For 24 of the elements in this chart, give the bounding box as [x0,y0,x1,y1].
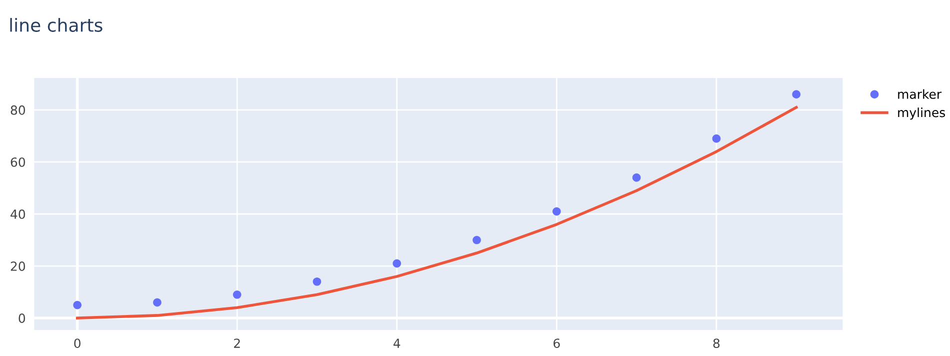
y-tick-label: 0 [18,314,26,323]
x-tick-label: 6 [554,338,560,348]
y-tick-label: 40 [10,209,26,219]
point [632,173,641,182]
y-tick-label: 60 [10,157,26,167]
legend-label: marker [898,89,942,99]
point [792,90,800,99]
x-tick-label: 2 [234,338,240,348]
point [153,298,162,307]
point [73,300,82,310]
x-tick-label: 4 [394,338,400,348]
point [232,290,242,299]
point [552,207,561,216]
legend-label: mylines [898,108,946,120]
point [392,259,402,268]
line-series [76,106,798,320]
y-tick-label: 20 [10,261,26,271]
point [312,277,322,286]
y-tick-label: 80 [10,105,26,115]
x-tick-label: 0 [74,338,80,348]
point [472,236,481,244]
x-tick-label: 8 [713,338,720,348]
chart-title: line charts [10,18,102,32]
point [712,134,721,143]
